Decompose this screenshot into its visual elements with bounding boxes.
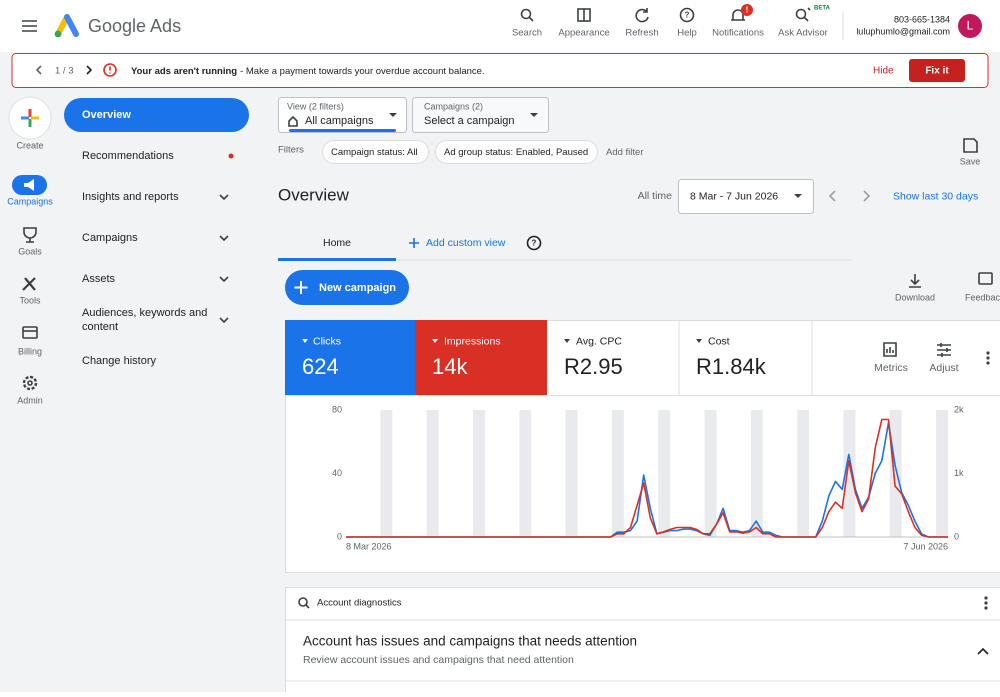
fix-button-label[interactable]: Fix it [925,66,949,77]
tool-label[interactable]: Refresh [625,28,658,39]
rail-label[interactable]: Create [16,140,43,150]
add-view[interactable]: Add custom view [426,237,506,249]
add-filter[interactable]: Add filter [606,147,644,158]
show-last[interactable]: Show last 30 days [893,190,978,202]
hide-button[interactable]: Hide [873,66,894,77]
filter-chip-label[interactable]: Ad group status: Enabled, Paused [444,147,588,158]
save-label[interactable]: Save [960,156,981,166]
svg-text:?: ? [532,239,537,248]
view-label: View (2 filters) [287,101,344,111]
rail-label[interactable]: Admin [17,395,43,405]
rail-label[interactable]: Tools [19,295,41,305]
more-menu[interactable] [984,596,987,609]
tick-label: 0 [337,531,342,541]
rail-label[interactable]: Billing [18,346,42,356]
tick-label: 0 [954,531,959,541]
metric-value: 14k [432,354,468,379]
tick-label: 40 [332,468,342,478]
nav-item[interactable]: Change history [82,355,156,367]
tool-label[interactable]: Notifications [712,28,764,39]
nav-item[interactable]: Assets [82,273,116,285]
product-name: Google Ads [88,16,181,36]
weekend-band [751,410,763,537]
diagnostics-title: Account has issues and campaigns that ne… [303,634,637,649]
alert-title: Your ads aren't running [131,66,237,77]
tool-label[interactable]: Ask Advisor [778,28,828,39]
create-button[interactable] [9,97,51,139]
alert-text: Your ads aren't running- Make a payment … [131,66,485,77]
nav-item[interactable]: Audiences, keywords and [82,307,207,319]
tab[interactable]: Home [323,237,351,249]
rail-label[interactable]: Goals [18,246,42,256]
weekend-band [519,410,531,537]
notification-badge: ! [746,6,749,15]
weekend-band [566,410,578,537]
weekend-band [380,410,392,537]
metrics-label[interactable]: Metrics [874,362,908,374]
metric-value: 624 [302,354,339,379]
download-label[interactable]: Download [895,292,935,302]
filters-label: Filters [278,145,304,156]
metric-name: Clicks [313,335,341,347]
nav-item[interactable]: content [82,321,118,333]
beta-tag: BETA [814,6,831,12]
alert-message: - Make a payment towards your overdue ac… [240,66,485,77]
filter-chip-label[interactable]: Campaign status: All [331,147,418,158]
campaign-value: Select a campaign [424,115,515,127]
metric-name: Impressions [444,335,501,347]
weekend-band [936,410,948,537]
tab-underline [278,258,396,261]
nav-item[interactable]: Recommendations [82,150,174,162]
account-phone: 803-665-1384 [894,14,950,24]
nav-item[interactable]: Insights and reports [82,191,179,203]
metric-value: R2.95 [564,354,623,379]
more-menu[interactable] [986,351,989,364]
view-value: All campaigns [305,115,374,127]
tool-label[interactable]: Search [512,28,542,39]
nav-dot [229,154,234,159]
diagnostics-label: Account diagnostics [317,598,402,609]
svg-text:?: ? [685,11,690,20]
tick-label: 80 [332,404,342,414]
tick-label: 2k [954,404,964,414]
date-range-value: 8 Mar - 7 Jun 2026 [690,190,778,202]
metric-value: R1.84k [696,354,767,379]
view-underline [289,129,396,132]
weekend-band [612,410,624,537]
tick-label: 1k [954,468,964,478]
feedback-label[interactable]: Feedback [965,292,1000,302]
alert-pager: 1 / 3 [55,66,74,77]
diagnostics-subtitle: Review account issues and campaigns that… [303,654,574,666]
x-tick-label: 7 Jun 2026 [903,541,948,551]
tool-label[interactable]: Help [677,28,697,39]
weekend-band [427,410,439,537]
account-email: luluphumlo@gmail.com [856,26,950,36]
weekend-band [658,410,670,537]
nav-item[interactable]: Overview [82,109,131,121]
x-tick-label: 8 Mar 2026 [346,541,392,551]
adjust-label[interactable]: Adjust [929,362,958,374]
tool-label[interactable]: Appearance [558,28,609,39]
nav-item[interactable]: Campaigns [82,232,138,244]
metric-name: Cost [708,335,730,347]
avatar-letter: L [967,19,974,33]
campaign-label: Campaigns (2) [424,101,483,111]
page-title: Overview [278,185,350,204]
rail-label[interactable]: Campaigns [7,196,53,206]
weekend-band [890,410,902,537]
adjust-icon[interactable] [937,343,951,357]
weekend-band [705,410,717,537]
metric-name: Avg. CPC [576,335,622,347]
weekend-band [797,410,809,537]
weekend-band [473,410,485,537]
new-campaign-label[interactable]: New campaign [319,282,396,294]
range-label: All time [638,190,673,202]
